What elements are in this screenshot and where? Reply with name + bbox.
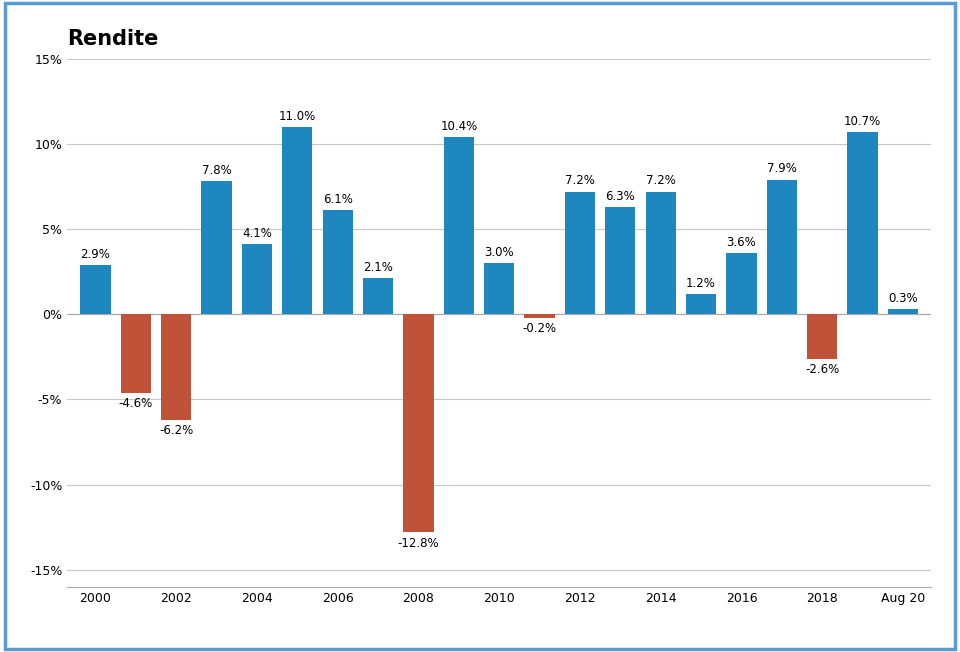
Text: 7.9%: 7.9% bbox=[767, 162, 797, 175]
Bar bbox=[848, 132, 877, 314]
Text: -2.6%: -2.6% bbox=[805, 363, 839, 376]
Bar bbox=[807, 314, 837, 359]
Bar bbox=[686, 294, 716, 314]
Bar bbox=[403, 314, 434, 532]
Text: -6.2%: -6.2% bbox=[159, 424, 193, 437]
Text: -12.8%: -12.8% bbox=[397, 537, 440, 550]
Text: 11.0%: 11.0% bbox=[278, 110, 316, 123]
Text: 4.1%: 4.1% bbox=[242, 227, 272, 240]
Bar bbox=[81, 265, 110, 314]
Bar bbox=[242, 244, 272, 314]
Bar bbox=[282, 127, 312, 314]
Bar bbox=[727, 253, 756, 314]
Text: 10.7%: 10.7% bbox=[844, 115, 881, 128]
Bar bbox=[524, 314, 555, 318]
Text: 2.9%: 2.9% bbox=[81, 248, 110, 261]
Text: 3.6%: 3.6% bbox=[727, 235, 756, 248]
Bar bbox=[484, 263, 515, 314]
Text: 2.1%: 2.1% bbox=[363, 261, 393, 274]
Text: 10.4%: 10.4% bbox=[441, 120, 477, 133]
Text: 7.2%: 7.2% bbox=[565, 174, 595, 187]
Text: 7.2%: 7.2% bbox=[646, 174, 676, 187]
Text: 6.1%: 6.1% bbox=[323, 193, 352, 206]
Bar bbox=[444, 137, 474, 314]
Text: Rendite: Rendite bbox=[67, 29, 158, 49]
Text: 1.2%: 1.2% bbox=[686, 276, 716, 289]
Bar bbox=[161, 314, 191, 420]
Text: 3.0%: 3.0% bbox=[485, 246, 514, 259]
Bar bbox=[564, 192, 595, 314]
Bar bbox=[121, 314, 151, 393]
Bar bbox=[767, 180, 797, 314]
Bar bbox=[645, 192, 676, 314]
Bar bbox=[605, 207, 636, 314]
Text: 6.3%: 6.3% bbox=[606, 190, 636, 203]
Bar bbox=[888, 309, 918, 314]
Text: -4.6%: -4.6% bbox=[119, 397, 153, 410]
Text: -0.2%: -0.2% bbox=[522, 322, 557, 335]
Bar bbox=[363, 278, 394, 314]
Text: 0.3%: 0.3% bbox=[888, 292, 918, 305]
Text: 7.8%: 7.8% bbox=[202, 164, 231, 177]
Bar bbox=[323, 211, 353, 314]
Bar bbox=[202, 181, 231, 314]
